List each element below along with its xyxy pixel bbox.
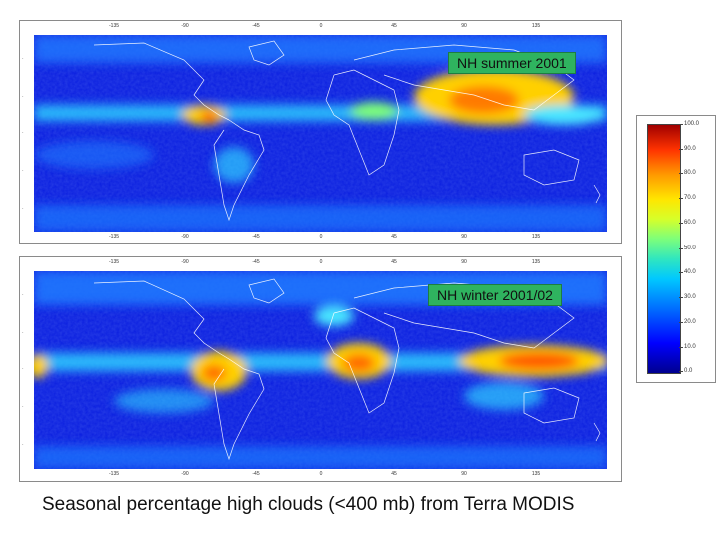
colorbar-tick: 70.0 <box>684 195 696 201</box>
lon-tick: -90 <box>181 23 189 29</box>
lon-tick: 0 <box>319 234 323 240</box>
map-panel-nh-summer: -135 -90 -45 0 45 90 135 <box>19 20 622 244</box>
lon-tick: 135 <box>531 23 541 29</box>
season-label-winter: NH winter 2001/02 <box>428 284 562 306</box>
colorbar-tick: 20.0 <box>684 319 696 325</box>
colorbar-tick: 30.0 <box>684 294 696 300</box>
lon-tick: 90 <box>461 259 467 265</box>
lon-tick: -90 <box>181 471 189 477</box>
coastlines <box>93 278 601 461</box>
coastlines <box>93 40 601 222</box>
lon-tick: 45 <box>391 259 397 265</box>
colorbar-tick: 40.0 <box>684 269 696 275</box>
left-latitude-ticks: · · · · · <box>22 56 24 212</box>
lon-tick: -135 <box>108 234 120 240</box>
lon-tick: 0 <box>319 471 323 477</box>
colorbar-gradient <box>647 124 681 374</box>
colorbar-tick: 80.0 <box>684 170 696 176</box>
lon-tick: 135 <box>531 471 541 477</box>
lon-tick: -45 <box>252 259 260 265</box>
lon-tick: 135 <box>531 234 541 240</box>
season-label-summer: NH summer 2001 <box>448 52 576 74</box>
colorbar-legend: 100.0 90.0 80.0 70.0 60.0 50.0 40.0 30.0… <box>636 115 716 383</box>
lon-tick: 45 <box>391 23 397 29</box>
lon-tick: -90 <box>181 234 189 240</box>
lon-tick: 0 <box>319 259 323 265</box>
map-panel-nh-winter: -135 -90 -45 0 45 90 135 <box>19 256 622 482</box>
lon-tick: 45 <box>391 234 397 240</box>
lon-tick: -45 <box>252 23 260 29</box>
lon-tick: -45 <box>252 471 260 477</box>
cloud-fraction-map-winter <box>34 271 607 469</box>
left-latitude-ticks: · · · · · <box>22 292 24 448</box>
lon-tick: -135 <box>108 471 120 477</box>
lon-tick: 90 <box>461 471 467 477</box>
lon-tick: -135 <box>108 259 120 265</box>
lon-tick: 0 <box>319 23 323 29</box>
lon-tick: -135 <box>108 23 120 29</box>
lon-tick: -90 <box>181 259 189 265</box>
lon-tick: 90 <box>461 234 467 240</box>
colorbar-tick: 0.0 <box>684 368 693 374</box>
colorbar-tick: 60.0 <box>684 220 696 226</box>
figure-caption: Seasonal percentage high clouds (<400 mb… <box>42 494 575 515</box>
colorbar-tick: 10.0 <box>684 344 696 350</box>
lon-tick: -45 <box>252 234 260 240</box>
colorbar-tick: 100.0 <box>684 121 700 127</box>
lon-tick: 90 <box>461 23 467 29</box>
lon-tick: 135 <box>531 259 541 265</box>
colorbar-tick: 50.0 <box>684 245 696 251</box>
colorbar-tick: 90.0 <box>684 146 696 152</box>
lon-tick: 45 <box>391 471 397 477</box>
